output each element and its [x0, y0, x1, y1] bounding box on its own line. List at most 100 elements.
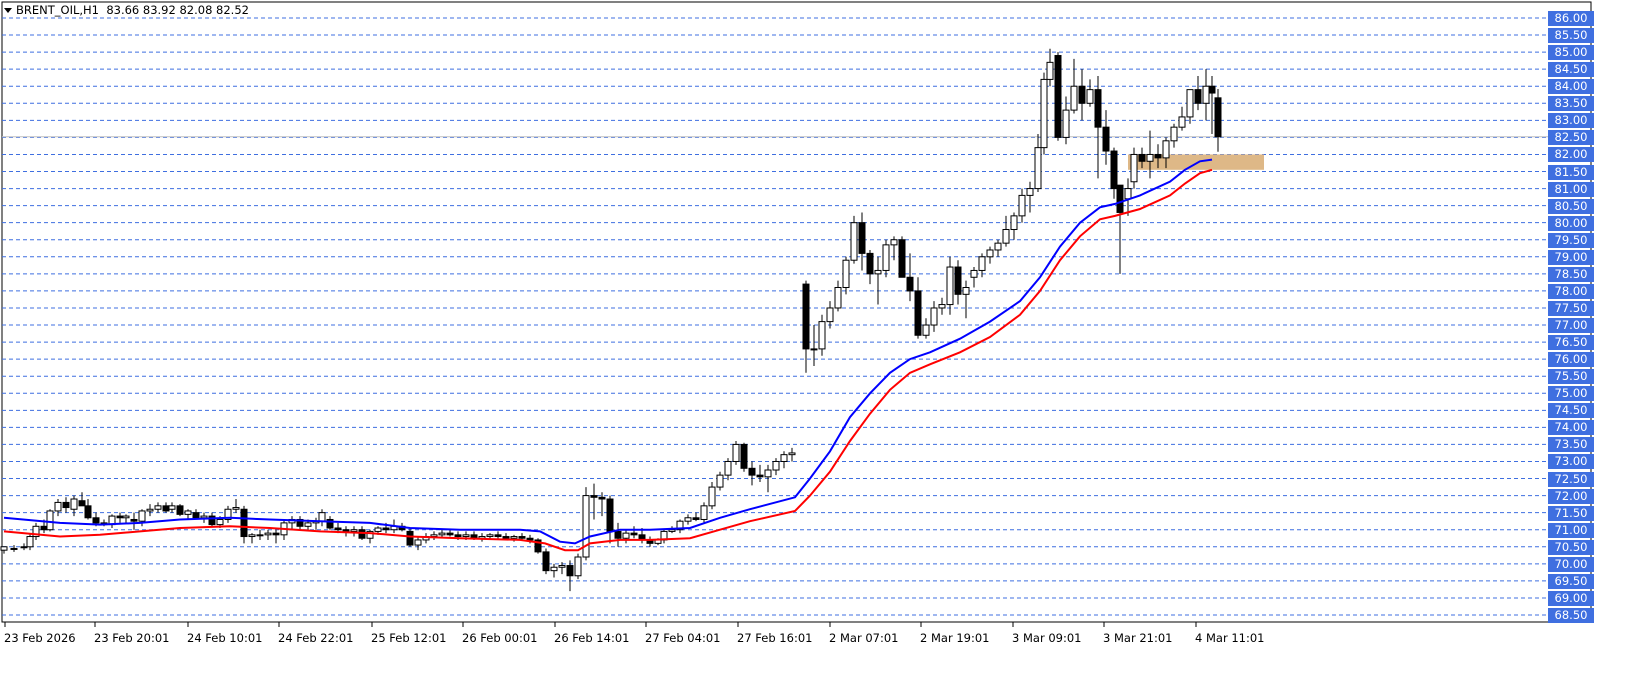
- price-axis-label: 78.00: [1548, 283, 1594, 299]
- price-axis-label: 85.50: [1548, 28, 1594, 44]
- bear-candle: [176, 505, 184, 515]
- price-axis-label: 71.00: [1548, 522, 1594, 538]
- bull-candle: [0, 546, 8, 551]
- bull-candle: [20, 546, 28, 549]
- price-axis-label: 72.00: [1548, 488, 1594, 504]
- bull-candle: [1178, 116, 1186, 128]
- bear-candle: [898, 239, 906, 278]
- bear-candle: [906, 276, 914, 292]
- bull-candle: [676, 520, 684, 531]
- bull-candle: [558, 565, 566, 568]
- bull-candle: [168, 505, 176, 510]
- price-axis-label: 74.50: [1548, 403, 1594, 419]
- bear-candle: [116, 515, 124, 519]
- bull-candle: [946, 266, 954, 306]
- bull-candle: [1010, 215, 1018, 231]
- bull-candle: [1062, 109, 1070, 138]
- bear-candle: [748, 467, 756, 476]
- bull-candle: [818, 321, 826, 350]
- bull-candle: [826, 307, 834, 323]
- bull-candle: [26, 536, 34, 548]
- time-axis-label: 23 Feb 2026: [4, 631, 76, 645]
- bull-candle: [1034, 147, 1042, 190]
- price-axis-label: 75.00: [1548, 386, 1594, 402]
- bear-candle: [1208, 85, 1216, 94]
- bear-candle: [692, 517, 700, 520]
- price-axis-label: 85.00: [1548, 45, 1594, 61]
- price-axis-label: 76.50: [1548, 335, 1594, 351]
- bear-candle: [756, 474, 764, 478]
- bull-candle: [810, 348, 818, 351]
- bear-candle: [598, 496, 606, 500]
- time-axis-label: 3 Mar 21:01: [1103, 631, 1173, 645]
- price-axis-label: 79.50: [1548, 232, 1594, 248]
- collapse-triangle-icon[interactable]: [4, 8, 12, 13]
- bull-candle: [1162, 140, 1170, 159]
- bull-candle: [764, 469, 772, 478]
- bull-candle: [224, 508, 232, 520]
- bull-candle: [668, 529, 676, 532]
- bear-candle: [1094, 89, 1102, 128]
- bull-candle: [882, 244, 890, 271]
- bear-candle: [954, 266, 962, 295]
- bear-candle: [614, 530, 622, 539]
- bull-candle: [780, 454, 788, 462]
- bull-candle: [1186, 89, 1194, 118]
- bull-candle: [1146, 153, 1154, 162]
- bull-candle: [200, 515, 208, 519]
- bear-candle: [1116, 184, 1124, 213]
- bear-candle: [534, 539, 542, 553]
- bull-candle: [550, 566, 558, 572]
- price-axis-label: 81.50: [1548, 164, 1594, 180]
- time-axis-label: 24 Feb 22:01: [278, 631, 354, 645]
- bull-candle: [304, 522, 312, 527]
- price-axis-label: 82.00: [1548, 147, 1594, 163]
- bear-candle: [272, 532, 280, 536]
- price-axis-label: 72.50: [1548, 471, 1594, 487]
- bull-candle: [1070, 85, 1078, 111]
- bull-candle: [874, 269, 882, 275]
- time-axis-label: 4 Mar 11:01: [1195, 631, 1265, 645]
- bull-candle: [772, 460, 780, 471]
- bull-candle: [986, 249, 994, 258]
- price-axis-label: 68.50: [1548, 608, 1594, 623]
- bull-candle: [1018, 194, 1026, 217]
- bull-candle: [978, 256, 986, 271]
- bear-candle: [1194, 89, 1202, 104]
- bear-candle: [208, 515, 216, 526]
- bear-candle: [358, 529, 366, 539]
- time-axis-label: 2 Mar 07:01: [829, 631, 899, 645]
- price-axis-label: 75.50: [1548, 369, 1594, 385]
- bear-candle: [802, 283, 810, 350]
- time-axis-label: 27 Feb 16:01: [737, 631, 813, 645]
- bull-candle: [510, 536, 518, 539]
- price-axis-label: 82.50: [1548, 130, 1594, 146]
- bull-candle: [248, 534, 256, 538]
- bull-candle: [1002, 229, 1010, 244]
- bull-candle: [922, 324, 930, 336]
- bear-candle: [162, 505, 170, 512]
- bull-candle: [318, 512, 326, 522]
- bull-candle: [1046, 61, 1054, 80]
- bear-candle: [914, 290, 922, 336]
- bear-candle: [78, 500, 86, 507]
- bull-candle: [724, 460, 732, 476]
- bear-candle: [518, 536, 526, 539]
- price-axis-label: 69.50: [1548, 573, 1594, 589]
- price-axis-label: 77.00: [1548, 318, 1594, 334]
- bear-candle: [84, 505, 92, 519]
- bull-candle: [1130, 153, 1138, 183]
- bull-candle: [700, 505, 708, 520]
- price-axis-label: 73.50: [1548, 437, 1594, 453]
- bear-candle: [606, 498, 614, 532]
- price-axis-label: 81.00: [1548, 181, 1594, 197]
- bull-candle: [732, 443, 740, 462]
- bull-candle: [32, 525, 40, 538]
- bear-candle: [342, 529, 350, 532]
- bull-candle: [850, 222, 858, 261]
- bear-candle: [1054, 55, 1062, 138]
- bull-candle: [994, 242, 1002, 251]
- bull-candle: [1124, 188, 1132, 200]
